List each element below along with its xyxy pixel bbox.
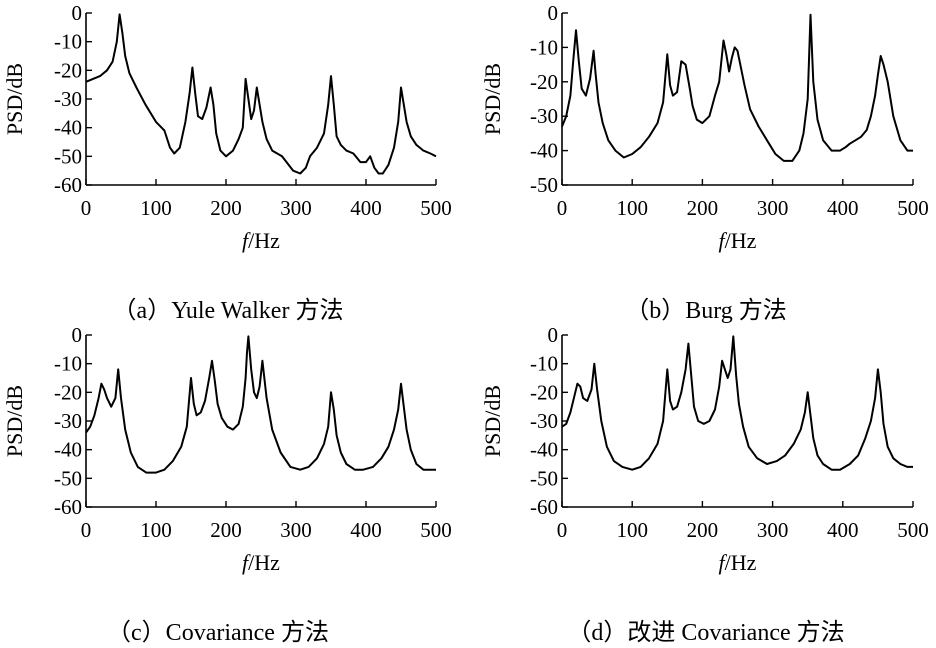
y-tick-label: -20 [54,58,82,82]
xlabel-italic-d: f [719,550,728,575]
x-tick-label: 300 [757,196,789,220]
y-tick-label: -20 [530,380,558,404]
y-tick-label: -30 [530,104,558,128]
y-tick-label: 0 [72,1,83,25]
x-tick-label: 200 [210,196,242,220]
y-tick-label: -30 [530,409,558,433]
y-tick-label: 0 [548,323,559,347]
ylabel-b: PSD/dB [480,63,505,135]
xlabel-unit-d: /Hz [725,550,757,575]
x-tick-label: 400 [350,518,382,542]
y-tick-label: -40 [530,438,558,462]
panel-b: 0-10-20-30-40-500 100 200 300 400 500 PSD/dB … [480,1,929,324]
x-tick-label: 200 [210,518,242,542]
xlabel-d: f/Hz [719,550,757,575]
y-tick-label: -60 [54,495,82,519]
plot-area-a: 0-10-20-30-40-50-600 100 200 300 400 500 [54,1,452,220]
xlabel-b: f/Hz [719,228,757,253]
plot-area-d: 0-10-20-30-40-50-600 100 200 300 400 500 [530,323,929,542]
x-tick-label: 0 [81,518,92,542]
y-tick-label: -40 [54,116,82,140]
y-tick-label: -10 [530,35,558,59]
ylabel-c: PSD/dB [2,385,27,457]
caption-b: （b）Burg 方法 [625,297,787,324]
x-tick-label: 200 [687,196,719,220]
psd-series-line [85,13,437,175]
x-tick-label: 500 [420,196,452,220]
plot-area-c: 0-10-20-30-40-50-600 100 200 300 400 500 [54,323,452,542]
xlabel-italic-a: f [242,228,251,253]
y-tick-label: -20 [530,70,558,94]
y-tick-label: -50 [530,466,558,490]
x-tick-label: 400 [827,518,859,542]
x-tick-label: 100 [140,196,172,220]
x-tick-label: 100 [616,518,648,542]
x-tick-label: 300 [280,518,312,542]
y-tick-label: -50 [54,466,82,490]
x-tick-label: 300 [757,518,789,542]
caption-a: （a）Yule Walker 方法 [113,297,344,324]
y-tick-label: -50 [530,173,558,197]
xlabel-a: f/Hz [242,228,280,253]
panel-d: 0-10-20-30-40-50-600 100 200 300 400 500 PSD/… [480,323,929,646]
psd-series-line [85,335,436,474]
y-tick-label: -30 [54,87,82,111]
psd-series-line [561,13,913,162]
x-tick-label: 0 [557,518,568,542]
psd-series-line [561,335,913,471]
y-tick-label: -60 [54,173,82,197]
y-tick-label: -20 [54,380,82,404]
xlabel-c: f/Hz [242,550,280,575]
caption-c: （c）Covariance 方法 [107,619,329,646]
x-tick-label: 500 [420,518,452,542]
ylabel-a: PSD/dB [2,63,27,135]
y-tick-label: -50 [54,144,82,168]
x-tick-label: 0 [81,196,92,220]
y-tick-label: -40 [54,438,82,462]
x-tick-label: 300 [280,196,312,220]
xlabel-unit-a: /Hz [248,228,280,253]
y-tick-label: -10 [54,30,82,54]
x-tick-label: 500 [897,196,929,220]
x-tick-label: 500 [897,518,929,542]
xlabel-italic-b: f [719,228,728,253]
y-tick-label: -10 [54,352,82,376]
y-tick-label: 0 [72,323,83,347]
y-tick-label: -30 [54,409,82,433]
plot-area-b: 0-10-20-30-40-500 100 200 300 400 500 [530,1,929,220]
x-tick-label: 100 [140,518,172,542]
xlabel-italic-c: f [242,550,251,575]
ylabel-d: PSD/dB [480,385,505,457]
y-tick-label: -60 [530,495,558,519]
panel-c: 0-10-20-30-40-50-600 100 200 300 400 500 PSD/… [2,323,452,646]
panel-a: 0-10-20-30-40-50-600 100 200 300 400 500 PSD/… [2,1,452,324]
x-tick-label: 100 [616,196,648,220]
y-tick-label: 0 [548,1,559,25]
x-tick-label: 0 [557,196,568,220]
y-tick-label: -40 [530,139,558,163]
x-tick-label: 200 [687,518,719,542]
xlabel-unit-b: /Hz [725,228,757,253]
y-tick-label: -10 [530,352,558,376]
xlabel-unit-c: /Hz [248,550,280,575]
x-tick-label: 400 [827,196,859,220]
caption-d: （d）改进 Covariance 方法 [567,619,844,646]
x-tick-label: 400 [350,196,382,220]
